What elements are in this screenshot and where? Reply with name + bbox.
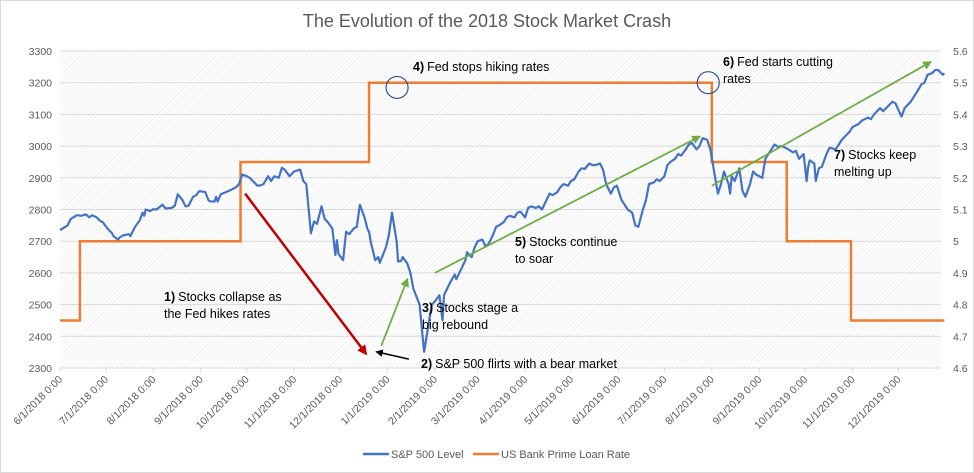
y-left-tick-label: 2300 <box>29 363 53 375</box>
y-left-tick-label: 2900 <box>29 173 53 185</box>
x-tick-label: 7/1/2018 0:00 <box>57 374 111 428</box>
x-tick-label: 8/1/2018 0:00 <box>105 374 159 428</box>
annotation-7: 7) Stocks keep melting up <box>834 148 916 179</box>
annotation-number: 2) <box>421 357 432 371</box>
annotation-text: big rebound <box>422 318 488 332</box>
annotation-4: 4) Fed stops hiking rates <box>413 60 549 74</box>
y-right-tick-label: 5.1 <box>953 205 968 217</box>
legend-label-sp500: S&P 500 Level <box>391 449 464 461</box>
svg-text:4)Fed stops hiking rates: 4) Fed stops hiking rates <box>413 60 549 74</box>
annotation-text: melting up <box>834 165 892 179</box>
y-right-tick-label: 5.2 <box>953 173 968 185</box>
y-left-tick-label: 3200 <box>29 78 53 90</box>
annotation-number: 3) <box>422 301 433 315</box>
y-right-tick-label: 4.8 <box>953 300 968 312</box>
y-right-tick-label: 5.4 <box>953 109 968 121</box>
svg-text:7)Stocks keep: 7) Stocks keep <box>834 148 916 162</box>
x-tick-label: 7/1/2019 0:00 <box>616 374 670 428</box>
series-layer <box>59 68 946 353</box>
y-left-tick-label: 2500 <box>29 300 53 312</box>
soar-trend-arrow <box>434 135 702 274</box>
annotation-text: Fed stops hiking rates <box>427 60 549 74</box>
y-right-tick-label: 4.7 <box>953 331 968 343</box>
rebound-arrow <box>380 277 409 347</box>
svg-text:1)Stocks collapse as: 1) Stocks collapse as <box>164 290 282 304</box>
annotation-text: Fed starts cutting <box>737 55 833 69</box>
annotation-text: rates <box>723 72 751 86</box>
y-left-tick-label: 3100 <box>29 109 53 121</box>
y-right-tick-label: 5.6 <box>953 46 968 58</box>
annotation-1: 1) Stocks collapse as the Fed hikes rates <box>164 290 282 321</box>
y-left-tick-label: 2400 <box>29 331 53 343</box>
annotation-number: 5) <box>515 235 526 249</box>
annotation-text: Stocks keep <box>848 148 916 162</box>
svg-text:2)S&P 500 flirts with a bear m: 2) S&P 500 flirts with a bear market <box>421 357 617 371</box>
gridlines <box>60 50 941 369</box>
y-axis-right: 4.6 4.7 4.8 4.9 5 5.1 5.2 5.3 5.4 5.5 5.6 <box>953 46 968 375</box>
fed-starts-cutting-circle <box>696 71 720 95</box>
bear-market-pointer-arrow <box>375 349 410 360</box>
annotation-number: 1) <box>164 290 175 304</box>
y-left-tick-label: 2800 <box>29 205 53 217</box>
annotation-2: 2) S&P 500 flirts with a bear market <box>421 357 617 371</box>
chart-title: The Evolution of the 2018 Stock Market C… <box>303 11 671 31</box>
annotation-6: 6) Fed starts cutting rates <box>723 55 833 86</box>
highlight-circles <box>385 71 720 100</box>
annotation-number: 6) <box>723 55 734 69</box>
annotation-text: to soar <box>515 252 553 266</box>
melt-up-trend-arrow <box>711 61 933 187</box>
annotation-3: 3) Stocks stage a big rebound <box>422 301 518 332</box>
y-right-tick-label: 5 <box>953 236 959 248</box>
y-right-tick-label: 4.6 <box>953 363 968 375</box>
collapse-arrow <box>244 192 368 356</box>
y-left-tick-label: 3300 <box>29 46 53 58</box>
annotation-number: 4) <box>413 60 424 74</box>
annotation-text: Stocks collapse as <box>178 290 282 304</box>
legend-item-sp500[interactable]: S&P 500 Level <box>363 449 464 461</box>
legend-item-prime-rate[interactable]: US Bank Prime Loan Rate <box>473 449 630 461</box>
legend: S&P 500 Level US Bank Prime Loan Rate <box>363 449 630 461</box>
y-right-tick-label: 4.9 <box>953 268 968 280</box>
x-tick-label: 8/1/2019 0:00 <box>663 374 717 428</box>
legend-label-prime-rate: US Bank Prime Loan Rate <box>501 449 630 461</box>
y-right-tick-label: 5.5 <box>953 78 968 90</box>
annotation-text: Stocks stage a <box>436 301 518 315</box>
y-right-tick-label: 5.3 <box>953 141 968 153</box>
series-line-sp500 <box>59 68 946 353</box>
annotation-arrows <box>244 61 933 360</box>
x-tick-label: 1/1/2019 0:00 <box>339 374 393 428</box>
annotation-5: 5) Stocks continue to soar <box>515 235 617 266</box>
y-left-tick-label: 2700 <box>29 236 53 248</box>
x-tick-label: 5/1/2019 0:00 <box>522 374 576 428</box>
y-axis-left: 2300 2400 2500 2600 2700 2800 2900 3000 3100 3200… <box>29 46 53 375</box>
annotation-text: Stocks continue <box>529 235 617 249</box>
annotation-number: 7) <box>834 148 845 162</box>
svg-text:5)Stocks continue: 5) Stocks continue <box>515 235 617 249</box>
svg-text:6)Fed starts cutting: 6) Fed starts cutting <box>723 55 833 69</box>
svg-text:3)Stocks stage a: 3) Stocks stage a <box>422 301 518 315</box>
series-line-prime-rate <box>60 81 945 322</box>
fed-stops-hiking-circle <box>385 75 409 100</box>
y-left-tick-label: 3000 <box>29 141 53 153</box>
annotation-text: S&P 500 flirts with a bear market <box>435 357 617 371</box>
y-left-tick-label: 2600 <box>29 268 53 280</box>
annotation-text: the Fed hikes rates <box>164 307 270 321</box>
x-axis: 6/1/2018 0:007/1/2018 0:008/1/2018 0:009… <box>11 367 941 432</box>
